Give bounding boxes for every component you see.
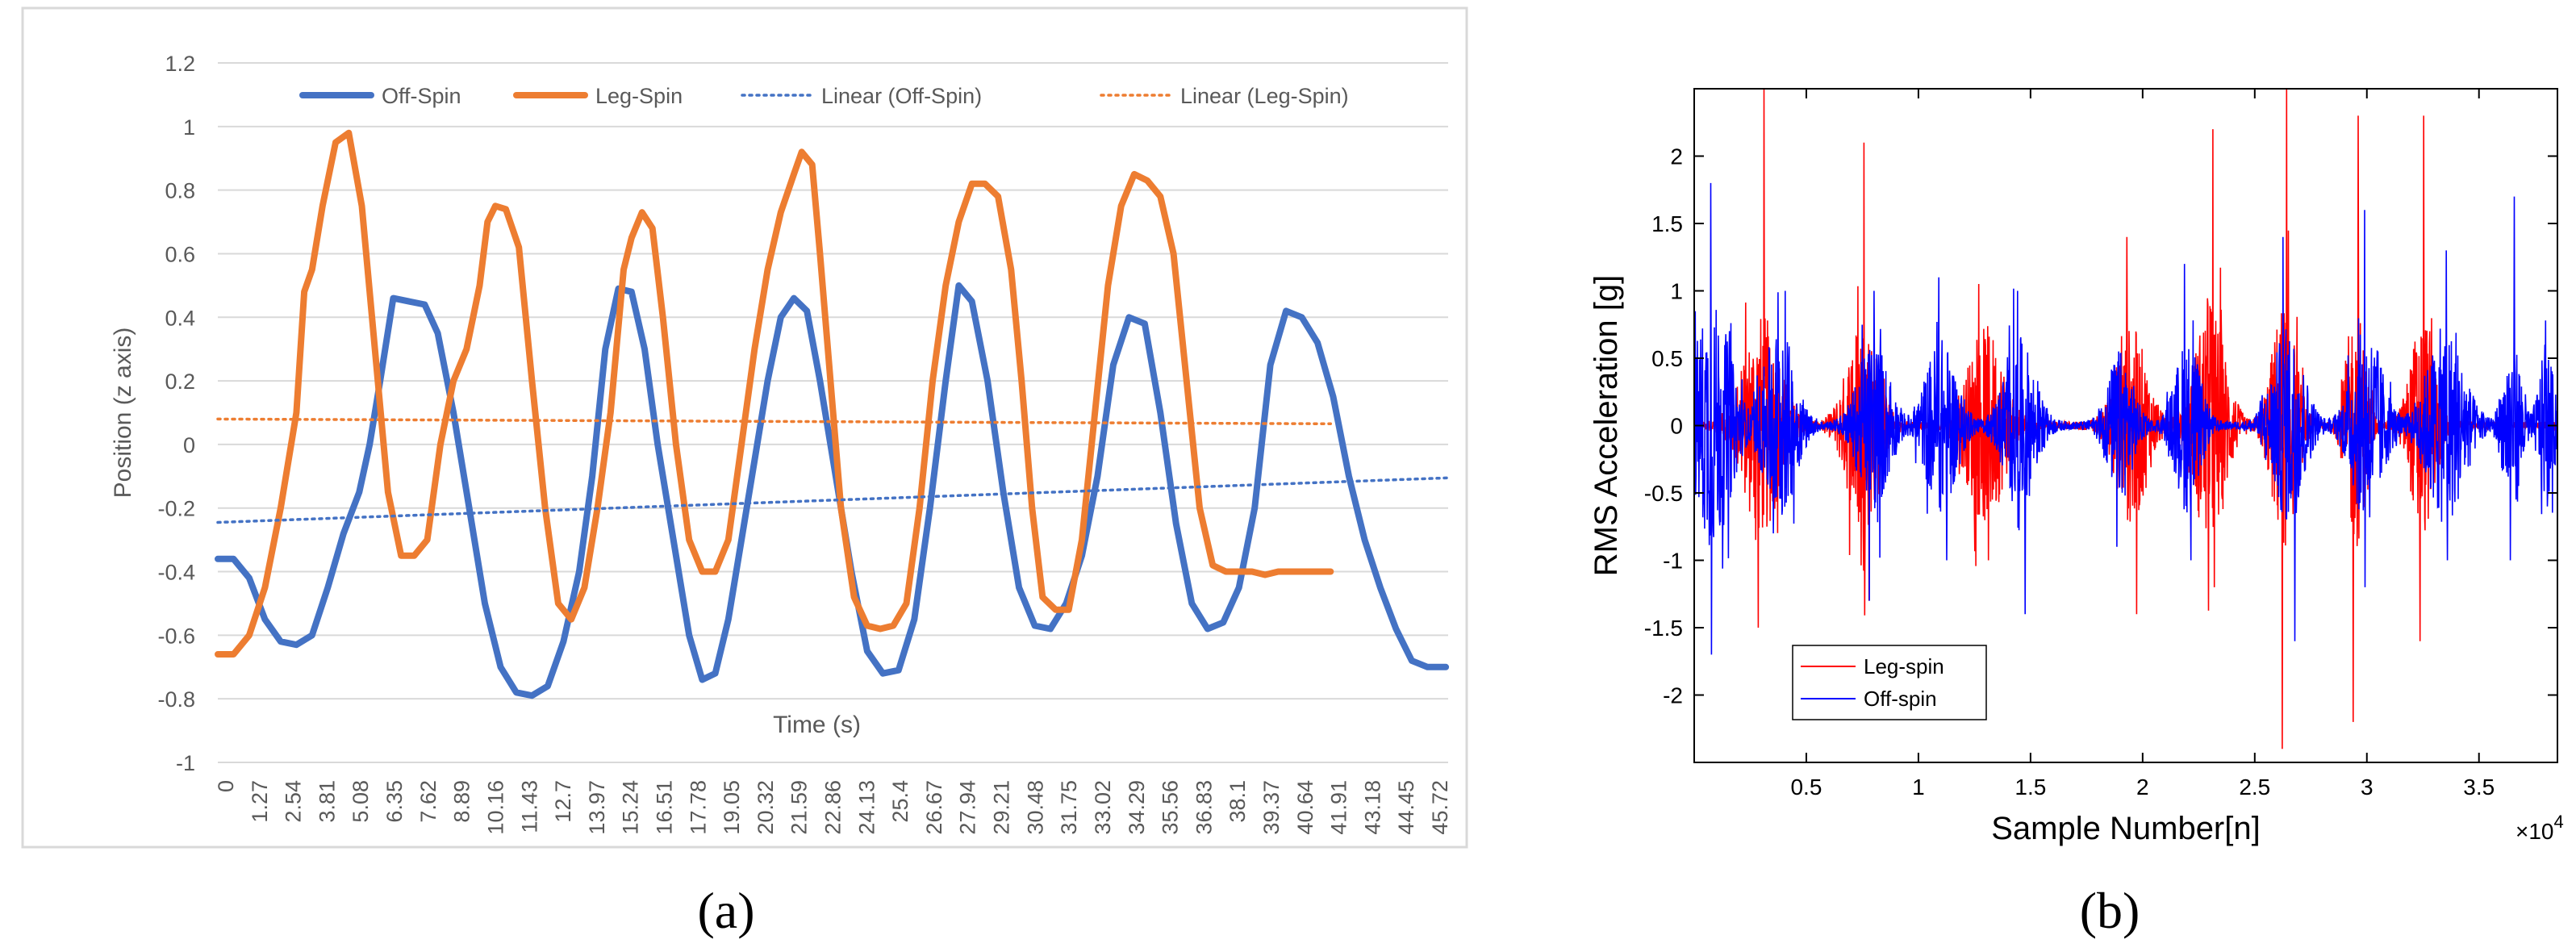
panel-b-xtick-label: 3.5 bbox=[2463, 775, 2495, 800]
panel-b-xtick-label: 2 bbox=[2136, 775, 2149, 800]
panel-a-xtick-label: 16.51 bbox=[652, 780, 676, 835]
panel-a-ytick-label: -0.2 bbox=[157, 497, 195, 521]
panel-a-ytick-label: 1 bbox=[183, 115, 195, 140]
panel-a-xtick-label: 2.54 bbox=[282, 780, 306, 823]
panel-b-caption: (b) bbox=[2080, 882, 2140, 939]
panel-b-xtick-label: 0.5 bbox=[1790, 775, 1822, 800]
panel-b-ytick-label: -0.5 bbox=[1644, 481, 1683, 506]
panel-a-xlabel: Time (s) bbox=[773, 712, 861, 738]
panel-a-xtick-label: 35.56 bbox=[1159, 780, 1183, 835]
panel-a-ytick-label: 0 bbox=[183, 433, 195, 457]
panel-a-ytick-label: -0.8 bbox=[157, 687, 195, 712]
panel-a-ytick-label: 0.8 bbox=[165, 179, 195, 203]
panel-a-caption: (a) bbox=[697, 882, 754, 939]
panel-b-series-off-spin bbox=[1694, 182, 2557, 655]
panel-a-xtick-label: 10.16 bbox=[483, 780, 507, 835]
panel-b-ytick-label: 1.5 bbox=[1651, 211, 1683, 236]
panel-a-xtick-label: 27.94 bbox=[956, 780, 980, 835]
panel-a-xtick-label: 30.48 bbox=[1023, 780, 1047, 835]
panel-a-xtick-label: 0 bbox=[214, 780, 238, 792]
panel-a-series-linear-off-spin bbox=[216, 476, 1450, 524]
panel-a-xtick-label: 6.35 bbox=[382, 780, 407, 823]
panel-a-chart: 1.2 1 0.8 0.6 0.4 0.2 0 -0.2 -0.4 -0.6 -0.8 -1 0 1.27… bbox=[110, 52, 1452, 835]
panel-a-xtick-label: 5.08 bbox=[349, 780, 373, 823]
panel-a-xtick-label: 25.4 bbox=[888, 780, 912, 823]
panel-a-ytick-label: -1 bbox=[176, 751, 195, 775]
panel-b-ytick-label: -1.5 bbox=[1644, 616, 1683, 641]
panel-b-xlabel: Sample Number[n] bbox=[1991, 811, 2260, 846]
panel-b-chart: 2 1.5 1 0.5 0 -0.5 -1 -1.5 -2 0.5 1 1.5 2 2.5 3 3.5 ×104… bbox=[1589, 88, 2564, 846]
panel-b-legend-label: Leg-spin bbox=[1864, 654, 1944, 679]
panel-a-xtick-label: 24.13 bbox=[854, 780, 879, 835]
panel-a-ylabel: Position (z axis) bbox=[110, 328, 136, 499]
panel-a-xtick-label: 40.64 bbox=[1293, 780, 1317, 835]
panel-b-xtick-label: 2.5 bbox=[2239, 775, 2270, 800]
panel-b-x-multiplier-exp: 4 bbox=[2554, 812, 2564, 832]
panel-a-ytick-label: 1.2 bbox=[165, 52, 195, 76]
panel-a-xtick-label: 45.72 bbox=[1428, 780, 1452, 835]
panel-a-legend-label: Linear (Leg-Spin) bbox=[1180, 84, 1349, 108]
panel-a-xtick-label: 43.18 bbox=[1360, 780, 1384, 835]
panel-a-legend-label: Leg-Spin bbox=[595, 84, 683, 108]
panel-a-xtick-label: 17.78 bbox=[686, 780, 710, 835]
panel-b-x-multiplier-base: ×10 bbox=[2515, 819, 2554, 844]
panel-a-xtick-label: 26.67 bbox=[922, 780, 946, 835]
panel-a-ytick-label: 0.4 bbox=[165, 306, 195, 330]
panel-a-xtick-label: 13.97 bbox=[585, 780, 609, 835]
panel-b-ytick-label: -1 bbox=[1663, 549, 1683, 574]
panel-a-ytick-label: -0.6 bbox=[157, 624, 195, 648]
panel-a-series-off-spin bbox=[215, 282, 1450, 699]
panel-b-ytick-label: -2 bbox=[1663, 683, 1683, 708]
panel-a-xtick-label: 8.89 bbox=[450, 780, 474, 823]
panel-a-ytick-label: -0.4 bbox=[157, 561, 195, 585]
panel-a-xtick-label: 12.7 bbox=[551, 780, 575, 823]
panel-b-ytick-label: 2 bbox=[1670, 144, 1683, 169]
panel-a-xtick-label: 41.91 bbox=[1327, 780, 1351, 835]
panel-a-xtick-label: 31.75 bbox=[1057, 780, 1081, 835]
panel-b-ytick-label: 1 bbox=[1670, 279, 1683, 304]
panel-a-xtick-label: 3.81 bbox=[315, 780, 339, 823]
panel-a-xtick-label: 22.86 bbox=[821, 780, 845, 835]
panel-b-legend-label: Off-spin bbox=[1864, 687, 1937, 711]
panel-a-xtick-label: 33.02 bbox=[1091, 780, 1115, 835]
panel-a-xtick-label: 11.43 bbox=[517, 780, 541, 833]
panel-a-xtick-label: 34.29 bbox=[1125, 780, 1149, 835]
panel-a-xtick-label: 44.45 bbox=[1394, 780, 1418, 835]
panel-b-x-multiplier: ×104 bbox=[2515, 812, 2564, 844]
panel-b-ytick-label: 0 bbox=[1670, 414, 1683, 439]
panel-a-ytick-label: 0.6 bbox=[165, 242, 195, 266]
panel-b-xtick-label: 1 bbox=[1912, 775, 1925, 800]
panel-b-legend bbox=[1792, 645, 1987, 720]
panel-a-xtick-label: 15.24 bbox=[619, 780, 643, 835]
panel-a-ytick-label: 0.2 bbox=[165, 370, 195, 394]
panel-a-xtick-label: 21.59 bbox=[787, 780, 812, 835]
panel-a-xtick-label: 19.05 bbox=[720, 780, 744, 835]
panel-b-ytick-label: 0.5 bbox=[1651, 346, 1683, 371]
panel-a-legend-label: Off-Spin bbox=[382, 84, 461, 108]
panel-a-xtick-label: 7.62 bbox=[416, 780, 440, 823]
panel-a-series-leg-spin bbox=[215, 129, 1334, 658]
panel-b-xtick-label: 1.5 bbox=[2014, 775, 2046, 800]
panel-a-xtick-label: 20.32 bbox=[754, 780, 778, 835]
panel-a-xtick-label: 39.37 bbox=[1259, 780, 1284, 835]
panel-b-ylabel: RMS Acceleration [g] bbox=[1589, 275, 1624, 577]
panel-a-legend-label: Linear (Off-Spin) bbox=[821, 84, 982, 108]
panel-a-xtick-label: 29.21 bbox=[990, 780, 1014, 835]
panel-a-xtick-label: 1.27 bbox=[248, 780, 272, 823]
panel-a-xtick-label: 36.83 bbox=[1192, 780, 1216, 835]
panel-b-xtick-label: 3 bbox=[2361, 775, 2374, 800]
panel-a-xtick-label: 38.1 bbox=[1225, 780, 1250, 823]
